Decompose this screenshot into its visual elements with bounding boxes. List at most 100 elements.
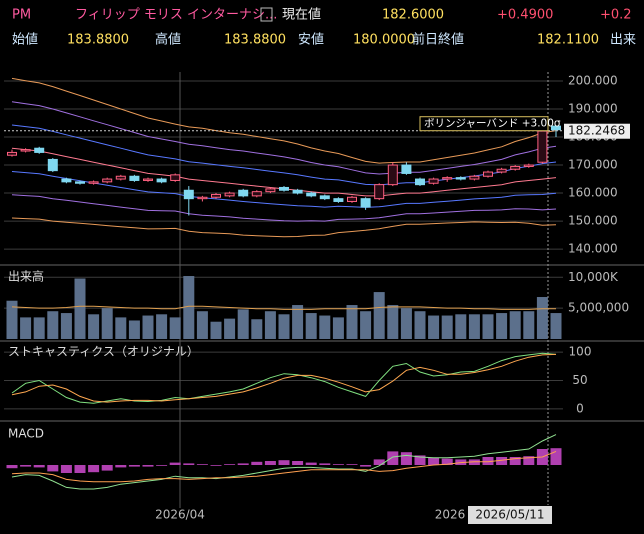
- bar: [360, 465, 372, 467]
- bar: [60, 313, 72, 339]
- bar: [251, 461, 263, 465]
- candle-body: [360, 198, 371, 208]
- bar: [278, 314, 290, 339]
- candle-body: [34, 147, 45, 153]
- candle-body: [224, 192, 235, 197]
- band-label-box: [419, 116, 549, 132]
- bar: [33, 317, 45, 339]
- bar: [6, 300, 18, 339]
- candle-body: [197, 196, 208, 200]
- candle-body: [551, 125, 561, 131]
- candle-body: [143, 178, 153, 181]
- bar: [264, 311, 276, 339]
- bar: [428, 457, 440, 465]
- change: +0.4900: [497, 8, 553, 23]
- bar: [441, 458, 453, 465]
- bar: [400, 452, 412, 465]
- bar: [536, 297, 548, 339]
- candle-body: [170, 174, 181, 181]
- symbol: PM: [12, 8, 31, 23]
- candle-body: [183, 189, 194, 200]
- bar: [455, 314, 467, 339]
- y-tick-label: 200.000: [568, 73, 618, 87]
- bar: [47, 465, 59, 472]
- bar: [400, 308, 412, 339]
- bar: [414, 455, 426, 465]
- low-label: 安値: [298, 32, 324, 48]
- line: [11, 124, 557, 186]
- candle-body: [374, 184, 385, 200]
- bar: [156, 314, 168, 339]
- candle-body: [251, 191, 262, 197]
- y-tick-label: 5,000,000: [568, 301, 629, 315]
- candle-body: [306, 192, 317, 197]
- bar: [88, 465, 100, 473]
- band-label: ボリンジャーバンド +3.00σ: [424, 118, 561, 130]
- line: [11, 101, 557, 175]
- crosshair-value-box: [564, 123, 630, 139]
- icon[interactable]: [260, 7, 273, 22]
- bar: [332, 317, 344, 339]
- panel-title: 出来高: [8, 269, 44, 284]
- bar: [496, 313, 508, 339]
- bar: [156, 465, 168, 466]
- y-tick-label: 140.000: [568, 242, 618, 256]
- bar: [319, 315, 331, 339]
- line: [11, 305, 556, 310]
- header: PM フィリップ モリス インターナシ... 現在値 182.6000 +0.4…: [12, 7, 636, 48]
- bar: [142, 315, 154, 339]
- bar: [292, 461, 304, 465]
- y-tick-label: 0: [576, 401, 584, 415]
- change-pct: +0.2: [600, 8, 632, 23]
- bar: [305, 313, 317, 339]
- bar: [224, 318, 236, 339]
- bar: [373, 459, 385, 465]
- candle-body: [333, 198, 344, 202]
- low: 180.0000: [353, 33, 415, 48]
- panel-title: ストキャスティクス（オリジナル）: [8, 345, 199, 359]
- candle-body: [156, 178, 167, 183]
- line: [11, 194, 557, 222]
- bar: [74, 465, 86, 473]
- candle-body: [238, 189, 249, 197]
- bar: [373, 292, 385, 339]
- y-tick-label: 190.000: [568, 101, 618, 115]
- company-name[interactable]: フィリップ モリス インターナシ...: [75, 8, 277, 23]
- candle-body: [279, 186, 289, 191]
- bar: [482, 314, 494, 339]
- bar: [468, 314, 480, 339]
- bar: [115, 465, 127, 468]
- high: 183.8800: [224, 33, 286, 48]
- y-tick-label: 150.000: [568, 214, 618, 228]
- candle-body: [455, 177, 466, 180]
- bar: [115, 317, 127, 339]
- bar: [128, 465, 140, 467]
- candle-body: [211, 193, 221, 198]
- bar: [482, 457, 494, 465]
- bar: [509, 311, 521, 339]
- high-label: 高値: [155, 32, 181, 48]
- x-tick-label: 2026/04: [155, 508, 205, 522]
- bar: [128, 320, 140, 339]
- bar: [305, 462, 317, 465]
- x-tick-label: 2026: [435, 508, 466, 522]
- candle-body: [401, 164, 412, 174]
- bar: [6, 465, 18, 469]
- bar: [292, 305, 304, 339]
- candle-body: [537, 130, 548, 163]
- line: [11, 217, 557, 238]
- candle-body: [102, 178, 113, 183]
- y-tick-label: 160.000: [568, 186, 618, 200]
- bar: [523, 456, 535, 465]
- bar: [360, 311, 372, 339]
- bar: [210, 321, 222, 339]
- crosshair-date-box: [468, 506, 552, 524]
- candle-body: [469, 175, 480, 180]
- bar: [414, 311, 426, 339]
- bar: [33, 465, 45, 468]
- bar: [441, 315, 453, 339]
- bar: [101, 308, 113, 339]
- bar: [496, 457, 508, 465]
- candle-body: [387, 164, 398, 186]
